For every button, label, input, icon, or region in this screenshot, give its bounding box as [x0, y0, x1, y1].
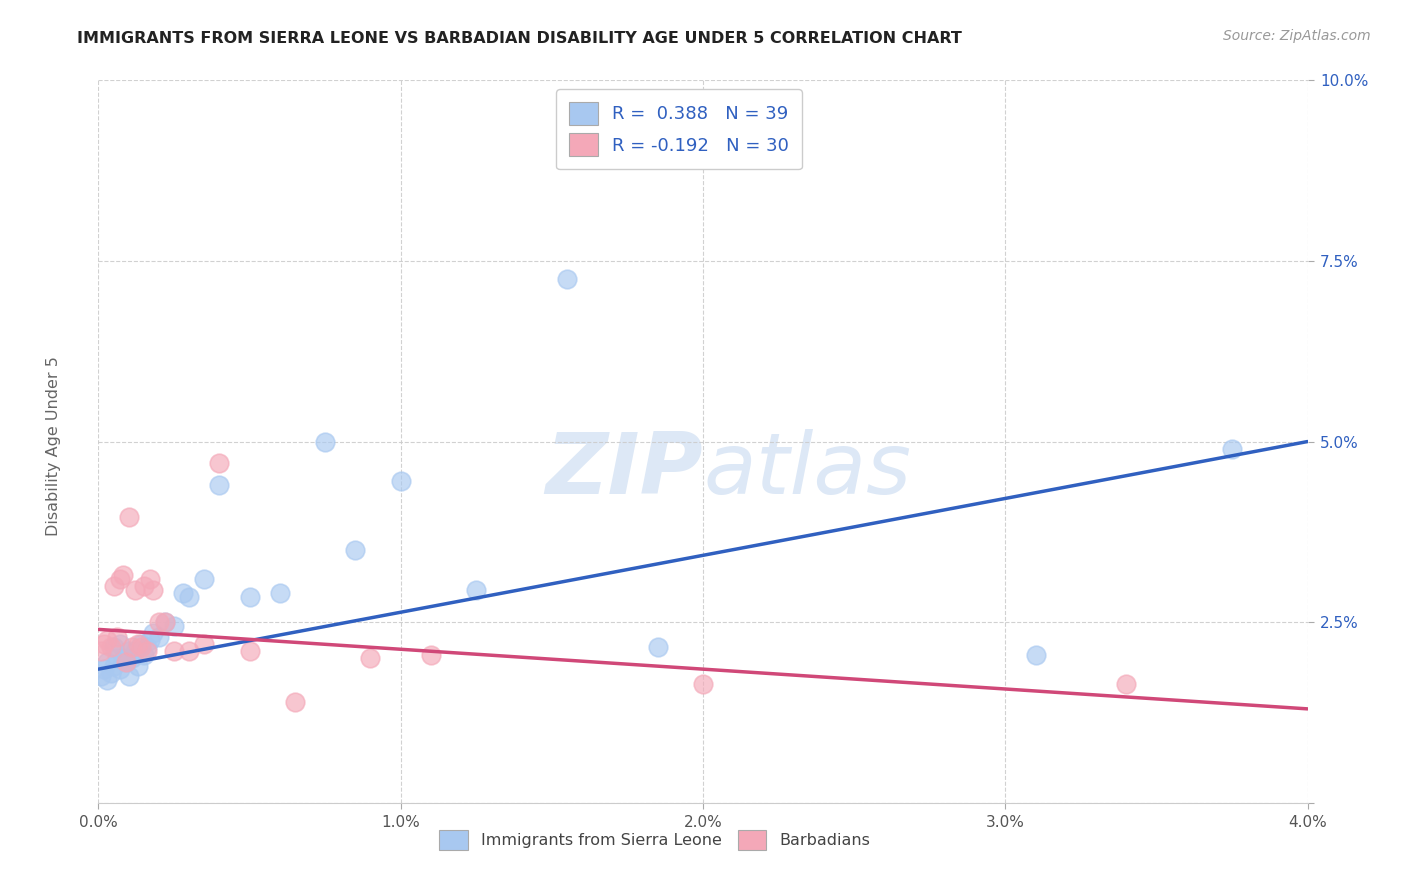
Point	[96, 673, 118, 687]
Point	[108, 572, 131, 586]
Point	[163, 619, 186, 633]
Point	[465, 582, 488, 597]
Point	[163, 644, 186, 658]
Point	[692, 676, 714, 690]
Point	[555, 272, 578, 286]
Point	[314, 434, 336, 449]
Point	[127, 658, 149, 673]
Point	[111, 568, 134, 582]
Legend: Immigrants from Sierra Leone, Barbadians: Immigrants from Sierra Leone, Barbadians	[430, 820, 880, 860]
Point	[1025, 648, 1047, 662]
Point	[239, 590, 262, 604]
Point	[105, 630, 128, 644]
Text: Source: ZipAtlas.com: Source: ZipAtlas.com	[1223, 29, 1371, 43]
Point	[148, 630, 170, 644]
Point	[118, 644, 141, 658]
Point	[111, 651, 134, 665]
Point	[135, 644, 157, 658]
Point	[420, 648, 443, 662]
Point	[90, 669, 112, 683]
Point	[114, 655, 136, 669]
Point	[129, 640, 152, 655]
Point	[96, 633, 118, 648]
Text: Disability Age Under 5: Disability Age Under 5	[46, 356, 60, 536]
Point	[269, 586, 291, 600]
Point	[153, 615, 176, 630]
Point	[124, 582, 146, 597]
Point	[100, 665, 122, 680]
Point	[179, 644, 201, 658]
Point	[148, 615, 170, 630]
Point	[93, 662, 115, 676]
Point	[121, 651, 143, 665]
Point	[172, 586, 194, 600]
Point	[127, 637, 149, 651]
Point	[208, 456, 231, 470]
Point	[114, 655, 136, 669]
Point	[93, 637, 115, 651]
Point	[142, 626, 165, 640]
Point	[1115, 676, 1137, 690]
Point	[121, 640, 143, 655]
Point	[103, 579, 125, 593]
Point	[135, 640, 157, 655]
Point	[129, 637, 152, 651]
Point	[132, 579, 155, 593]
Point	[179, 590, 201, 604]
Text: IMMIGRANTS FROM SIERRA LEONE VS BARBADIAN DISABILITY AGE UNDER 5 CORRELATION CHA: IMMIGRANTS FROM SIERRA LEONE VS BARBADIA…	[77, 31, 962, 46]
Point	[100, 640, 122, 655]
Point	[103, 640, 125, 655]
Point	[360, 651, 382, 665]
Point	[118, 669, 141, 683]
Text: ZIP: ZIP	[546, 429, 703, 512]
Point	[344, 542, 367, 557]
Point	[103, 658, 125, 673]
Point	[284, 695, 307, 709]
Text: atlas: atlas	[703, 429, 911, 512]
Point	[118, 510, 141, 524]
Point	[108, 662, 131, 676]
Point	[132, 648, 155, 662]
Point	[193, 572, 215, 586]
Point	[208, 478, 231, 492]
Point	[647, 640, 669, 655]
Point	[239, 644, 262, 658]
Point	[389, 475, 412, 489]
Point	[96, 655, 118, 669]
Point	[139, 572, 162, 586]
Point	[105, 651, 128, 665]
Point	[153, 615, 176, 630]
Point	[193, 637, 215, 651]
Point	[1220, 442, 1243, 456]
Point	[124, 644, 146, 658]
Point	[108, 637, 131, 651]
Point	[139, 633, 162, 648]
Point	[90, 644, 112, 658]
Point	[142, 582, 165, 597]
